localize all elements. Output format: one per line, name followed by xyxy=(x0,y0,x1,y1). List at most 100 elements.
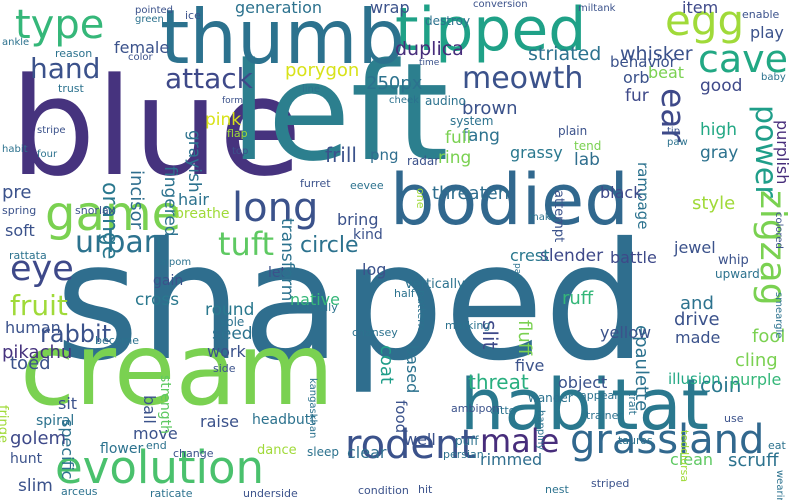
word-scruff: scruff xyxy=(728,450,779,471)
word-long: long xyxy=(232,185,319,231)
word-condition: condition xyxy=(358,484,409,497)
word-persian: persian xyxy=(443,448,484,461)
word-good: good xyxy=(700,76,743,96)
word-generation: generation xyxy=(235,0,323,17)
word-end: end xyxy=(146,439,167,452)
word-frill: frill xyxy=(325,143,357,167)
word-pink: pink xyxy=(205,110,242,130)
word-audino: audino xyxy=(425,94,466,108)
word-duplica: duplica xyxy=(395,38,464,60)
word-and: and xyxy=(680,293,714,314)
word-png: png xyxy=(370,146,399,164)
word-fang: fang xyxy=(462,126,500,146)
word-sit: sit xyxy=(58,394,78,413)
word-striated: striated xyxy=(528,43,602,65)
word-attack: attack xyxy=(165,62,253,95)
word-eat: eat xyxy=(768,439,786,452)
word-underside: underside xyxy=(243,487,298,500)
word-style: style xyxy=(692,193,736,214)
word-orange: orange xyxy=(97,182,122,260)
word-cream: cream xyxy=(20,311,335,428)
word-enable: enable xyxy=(742,8,780,21)
word-well: well xyxy=(404,430,436,449)
word-sole: sole xyxy=(220,315,245,329)
word-orb: orb xyxy=(623,68,650,87)
word-threaten: threaten xyxy=(432,183,510,204)
word-behavior: behavior xyxy=(610,53,676,71)
word-egg: egg xyxy=(665,0,745,45)
word-form: form xyxy=(222,96,243,106)
word-ball: ball xyxy=(140,395,159,424)
word-rodent: rodent xyxy=(345,422,477,468)
word-gray: gray xyxy=(700,143,739,163)
word-move: move xyxy=(133,424,178,443)
word-pre: pre xyxy=(2,182,32,203)
word-hit: hit xyxy=(418,483,433,496)
word-purple: purple xyxy=(730,370,782,389)
word-made: made xyxy=(675,328,721,347)
word-porygon: porygon xyxy=(285,60,360,81)
word-breathe: breathe xyxy=(175,206,230,222)
word-destroy: destroy xyxy=(425,14,471,28)
word-let: let xyxy=(268,265,286,281)
word-full: full xyxy=(445,128,472,148)
word-wearing: wearing xyxy=(774,470,785,500)
word-threat: threat xyxy=(468,370,529,394)
word-purplish: purplish xyxy=(773,120,792,185)
word-meowth: meowth xyxy=(462,61,584,96)
word-raticate: raticate xyxy=(150,487,193,500)
word-type: type xyxy=(15,2,105,48)
word-trainer: trainer xyxy=(586,409,623,422)
word-trust: trust xyxy=(58,82,84,95)
word-gain: gain xyxy=(153,273,184,289)
word-grayish: grayish xyxy=(184,130,204,193)
word-line: line xyxy=(302,84,321,95)
word-battle: battle xyxy=(610,248,657,267)
word-stripe: stripe xyxy=(37,125,66,136)
word-human: human xyxy=(5,318,61,337)
word-reason: reason xyxy=(55,47,93,60)
word-high: high xyxy=(700,120,738,140)
word-tipped: tipped xyxy=(395,0,587,65)
word-ditto: ditto xyxy=(490,404,516,417)
word-grassland: grassland xyxy=(570,417,765,463)
word-rattata: rattata xyxy=(9,249,47,262)
word-raise: raise xyxy=(200,412,240,431)
word-fringe: fringe xyxy=(0,405,10,444)
word-hunt: hunt xyxy=(10,451,43,467)
word-food: food xyxy=(392,400,410,434)
word-color: color xyxy=(128,52,153,63)
word-change: change xyxy=(173,447,214,460)
word-zigzag: zigzag xyxy=(752,190,793,306)
word-kangaskhan: kangaskhan xyxy=(307,378,318,439)
word-crest: crest xyxy=(510,246,550,265)
word-slim: slim xyxy=(18,476,53,496)
word-hair: hair xyxy=(178,190,209,209)
word-toed: toed xyxy=(10,353,51,374)
word-rimmed: rimmed xyxy=(480,450,543,469)
word-blue: blue xyxy=(10,49,302,206)
word-ring: ring xyxy=(438,148,472,168)
word-make: make xyxy=(529,212,557,223)
word-native: native xyxy=(290,290,340,309)
word-work: work xyxy=(207,342,246,361)
word-incisor: incisor xyxy=(126,170,147,230)
word-baby: baby xyxy=(761,72,786,83)
word-tip: tip xyxy=(667,126,681,137)
word-fur: fur xyxy=(625,86,649,106)
word-fingered: fingered xyxy=(160,166,180,237)
word-grassy: grassy xyxy=(510,143,563,162)
word-spiral: spiral xyxy=(36,413,75,429)
word-eye: eye xyxy=(10,249,74,289)
word-nest: nest xyxy=(545,483,569,496)
word-cheek: cheek xyxy=(389,95,419,106)
word-thumb: thumb xyxy=(160,0,406,81)
word-bring: bring xyxy=(337,210,379,229)
word-colored: colored xyxy=(773,212,784,249)
word-round: round xyxy=(205,300,255,320)
word-pad: pad xyxy=(512,263,522,280)
word-side: side xyxy=(213,362,236,375)
word-wrap: wrap xyxy=(370,0,410,17)
word-use: use xyxy=(724,412,744,425)
word-black: black xyxy=(600,183,643,202)
